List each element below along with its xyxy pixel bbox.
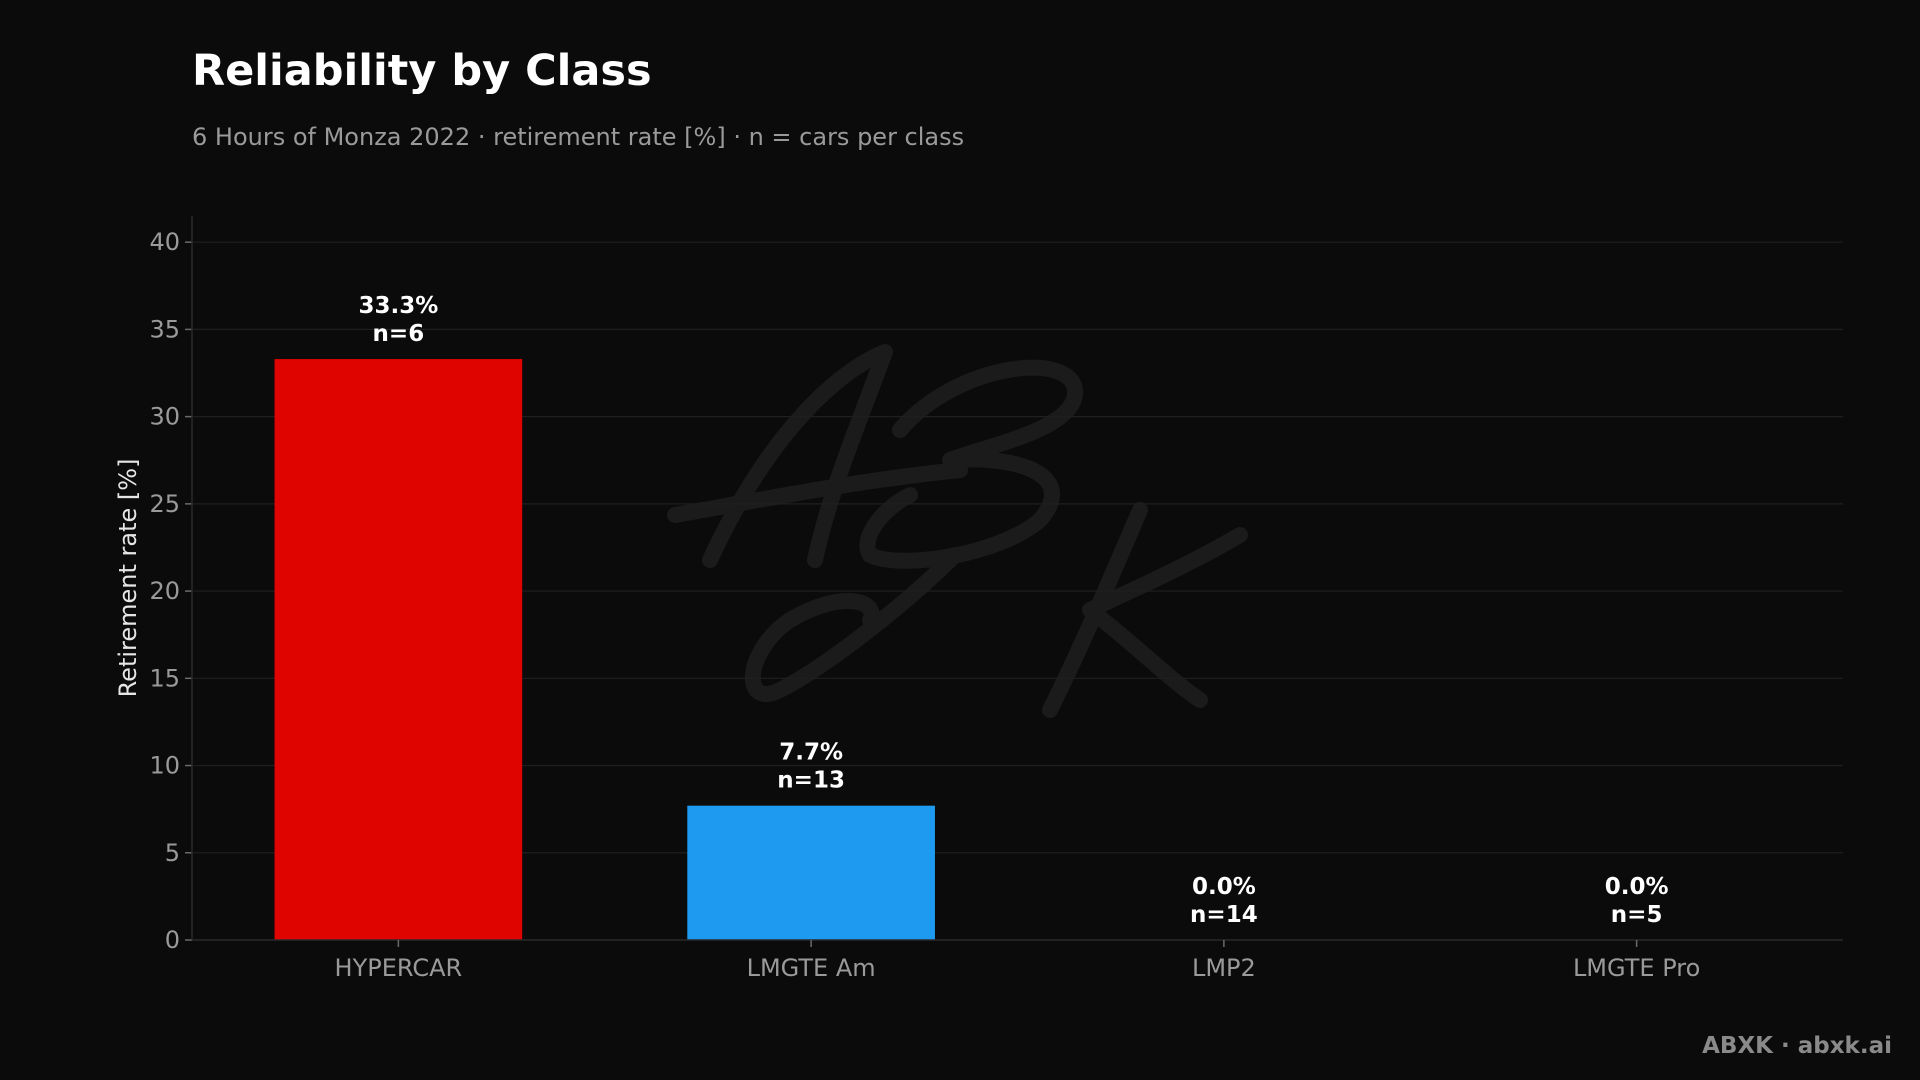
y-tick-label: 5 [165,839,180,867]
axes: 0 5 10 15 20 25 30 35 40 HYPERCAR LMGTE Am LMP2 LMGT… [149,216,1843,982]
data-label-count: n=13 [777,768,845,794]
y-tick-label: 25 [149,490,180,518]
footer-credit: ABXK · abxk.ai [1702,1033,1892,1059]
y-tick-label: 15 [149,664,180,692]
x-tick-label: LMGTE Am [747,954,876,982]
y-tick-label: 0 [165,926,180,954]
y-tick-label: 35 [149,315,180,343]
y-tick-label: 20 [149,577,180,605]
data-label-value: 0.0% [1605,874,1669,900]
y-tick-label: 40 [149,228,180,256]
x-tick-label: LMP2 [1192,954,1256,982]
watermark-logo [667,344,1248,718]
data-label-count: n=6 [373,321,425,347]
y-axis-label: Retirement rate [%] [114,459,142,698]
y-tick-label: 10 [149,752,180,780]
chart-title: Reliability by Class [192,46,652,96]
data-label-value: 7.7% [779,740,843,766]
chart-subtitle: 6 Hours of Monza 2022 · retirement rate … [192,123,964,151]
bar-hypercar [274,359,523,940]
x-tick-label: HYPERCAR [335,954,463,982]
data-label-count: n=14 [1190,902,1258,928]
x-tick-label: LMGTE Pro [1573,954,1700,982]
bars-group [274,359,935,940]
data-label-value: 0.0% [1192,874,1256,900]
data-label-value: 33.3% [358,293,438,319]
data-labels: 33.3%n=67.7%n=130.0%n=140.0%n=5 [358,293,1668,928]
y-tick-label: 30 [149,403,180,431]
bar-lmgte-am [687,805,935,940]
data-label-count: n=5 [1611,902,1663,928]
